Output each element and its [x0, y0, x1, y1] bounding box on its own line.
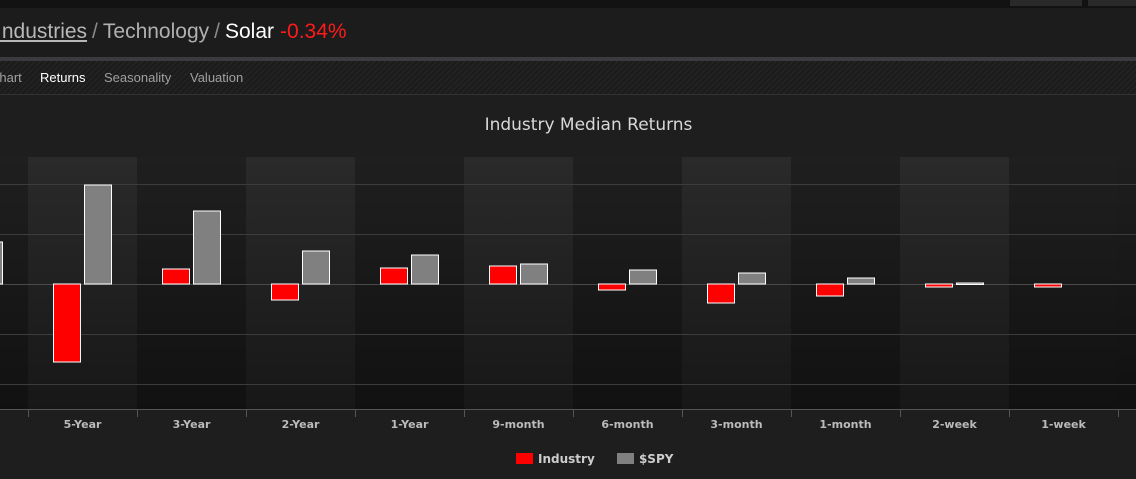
legend-label-spy: $SPY: [638, 452, 674, 466]
bar-spy: [0, 241, 3, 285]
bar-spy: [193, 210, 221, 285]
breadcrumb-separator: /: [214, 20, 220, 43]
legend-item-industry[interactable]: Industry: [516, 452, 595, 466]
top-bar: [0, 0, 1136, 8]
breadcrumb: Industries / Technology / Solar -0.34%: [0, 20, 347, 44]
price-change: -0.34%: [280, 20, 347, 43]
tab-bar: Chart Returns Seasonality Valuation: [0, 61, 1136, 95]
tab-seasonality[interactable]: Seasonality: [104, 70, 172, 85]
tab-chart[interactable]: Chart: [0, 70, 22, 85]
bar-industry: [489, 265, 517, 285]
breadcrumb-separator: /: [92, 20, 98, 43]
bar-industry: [816, 283, 844, 297]
x-tick-label: 3-month: [710, 418, 762, 431]
bar-industry: [925, 283, 953, 288]
bar-industry: [380, 267, 408, 285]
page-header: Industries / Technology / Solar -0.34%: [0, 8, 1136, 57]
legend-label-industry: Industry: [538, 452, 595, 466]
breadcrumb-industries-link[interactable]: Industries: [0, 20, 88, 43]
top-bar-segment: [1010, 0, 1082, 6]
bar-spy: [84, 184, 112, 285]
legend-swatch-spy: [616, 453, 634, 464]
header-divider: [0, 57, 1136, 61]
x-tick-label: 1-Year: [391, 418, 429, 431]
bar-spy: [411, 254, 439, 285]
x-tick-label: 5-Year: [64, 418, 102, 431]
bar-spy: [847, 277, 875, 285]
x-tick-label: 1-month: [819, 418, 871, 431]
legend-swatch-industry: [516, 453, 533, 464]
tab-returns[interactable]: Returns: [40, 70, 86, 85]
x-tick-label: 2-week: [932, 418, 977, 431]
tab-valuation[interactable]: Valuation: [190, 70, 244, 85]
bar-spy: [956, 282, 984, 285]
bar-industry: [1034, 283, 1062, 288]
chart-legend: Industry $SPY: [516, 452, 691, 466]
bar-industry: [271, 283, 299, 301]
x-tick-label: 6-month: [601, 418, 653, 431]
bar-spy: [629, 269, 657, 285]
page-title: Solar: [224, 20, 275, 43]
bar-industry: [162, 268, 190, 285]
legend-item-spy[interactable]: $SPY: [616, 452, 674, 466]
x-tick-label: 2-Year: [282, 418, 320, 431]
x-tick-label: 9-month: [492, 418, 544, 431]
x-tick-label: 1-week: [1041, 418, 1086, 431]
x-tick-label: 3-Year: [173, 418, 211, 431]
breadcrumb-technology-link[interactable]: Technology: [102, 20, 210, 43]
bar-spy: [520, 263, 548, 285]
chart-title: Industry Median Returns: [484, 115, 693, 135]
bar-spy: [302, 250, 330, 285]
bar-spy: [738, 272, 766, 285]
bar-industry: [707, 283, 735, 304]
bar-industry: [53, 283, 81, 363]
top-bar-segment: [1088, 0, 1136, 6]
bar-industry: [598, 283, 626, 291]
